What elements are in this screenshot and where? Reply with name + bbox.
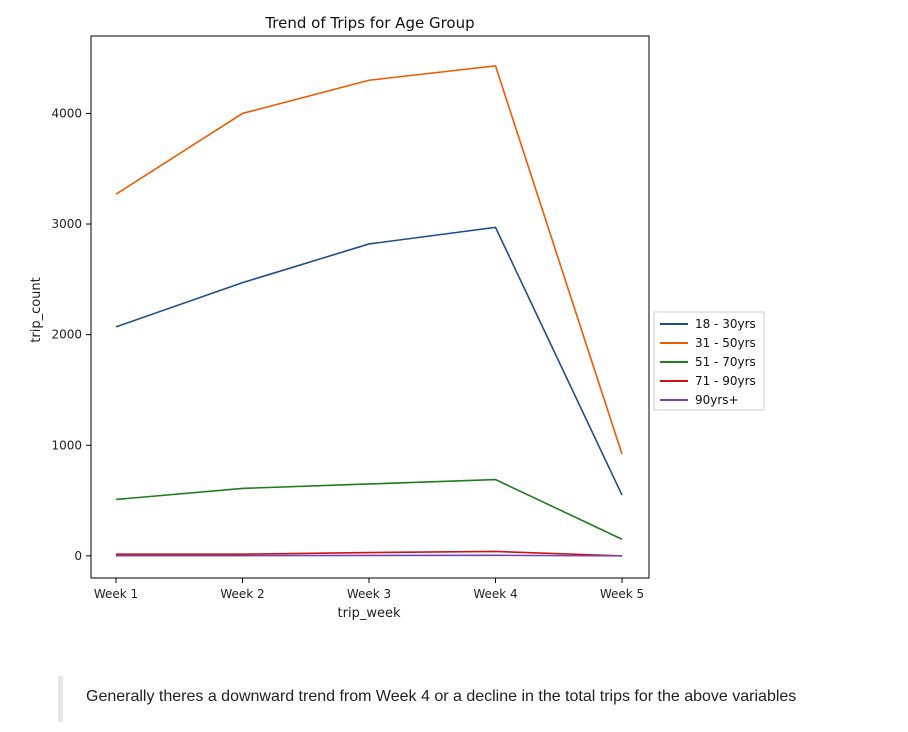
x-tick-label: Week 2 (220, 587, 264, 601)
legend-label: 18 - 30yrs (695, 317, 756, 331)
y-tick-label: 0 (74, 549, 82, 563)
chart-title: Trend of Trips for Age Group (264, 14, 474, 32)
series-line-1 (115, 64, 623, 455)
y-axis: 0 1000 2000 3000 4000 (51, 106, 91, 563)
series-lines (115, 64, 623, 557)
blockquote-bar (58, 676, 63, 722)
legend: 18 - 30yrs 31 - 50yrs 51 - 70yrs 71 - 90yrs… (653, 311, 765, 411)
legend-label: 51 - 70yrs (695, 355, 756, 369)
y-axis-label: trip_count (29, 277, 44, 342)
legend-label: 71 - 90yrs (695, 374, 756, 388)
legend-label: 90yrs+ (695, 393, 739, 407)
line-chart: Trend of Trips for Age Group 0 1000 2000 30… (29, 14, 765, 621)
y-tick-label: 2000 (51, 328, 82, 342)
x-tick-label: Week 5 (600, 587, 644, 601)
summary-text: Generally theres a downward trend from W… (86, 688, 797, 705)
y-tick-label: 4000 (51, 106, 82, 120)
series-line-2 (115, 478, 623, 541)
series-line-0 (115, 226, 623, 496)
legend-label: 31 - 50yrs (695, 336, 756, 350)
y-tick-label: 1000 (51, 438, 82, 452)
y-tick-label: 3000 (51, 217, 82, 231)
x-tick-label: Week 3 (347, 587, 391, 601)
x-tick-label: Week 4 (473, 587, 517, 601)
x-axis-label: trip_week (338, 606, 401, 621)
plot-area (90, 35, 650, 579)
x-axis: Week 1 Week 2 Week 3 Week 4 Week 5 (94, 578, 644, 601)
series-line-4 (116, 554, 623, 557)
x-tick-label: Week 1 (94, 587, 138, 601)
